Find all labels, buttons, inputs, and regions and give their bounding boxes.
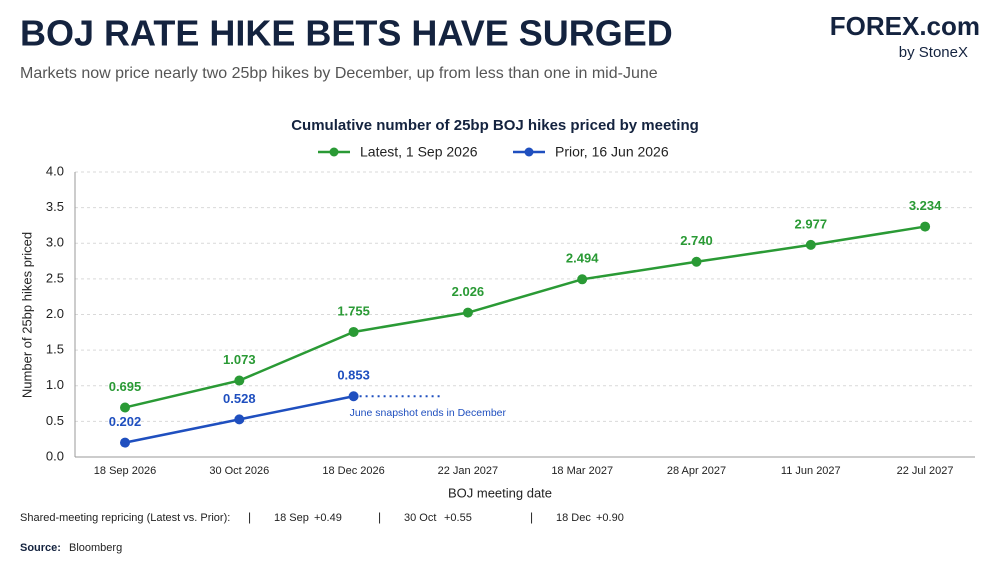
legend-label: Latest, 1 Sep 2026	[360, 144, 478, 160]
repricing-change: +0.49	[314, 512, 342, 524]
y-tick-label: 1.0	[46, 377, 64, 392]
y-axis-label: Number of 25bp hikes priced	[19, 232, 34, 398]
value-label: 2.977	[795, 216, 828, 231]
chart-title: BOJ RATE HIKE BETS HAVE SURGED	[20, 13, 673, 54]
source-label: Source:	[20, 542, 61, 554]
y-tick-label: 3.0	[46, 235, 64, 250]
brand-by: by StoneX	[899, 44, 968, 61]
value-label: 3.234	[909, 198, 942, 213]
plot-title: Cumulative number of 25bp BOJ hikes pric…	[291, 117, 699, 134]
value-label: 0.528	[223, 391, 256, 406]
repricing-meeting: 30 Oct	[404, 512, 436, 524]
separator: |	[530, 510, 533, 524]
point	[920, 221, 931, 232]
x-tick-label: 18 Dec 2026	[322, 465, 384, 477]
point	[234, 375, 245, 386]
y-tick-label: 2.0	[46, 306, 64, 321]
legend-marker	[524, 147, 534, 157]
value-label: 2.494	[566, 251, 599, 266]
y-tick-label: 4.0	[46, 163, 64, 178]
value-label: 0.695	[109, 379, 142, 394]
point	[805, 239, 816, 250]
point	[120, 437, 130, 448]
x-axis-label: BOJ meeting date	[448, 485, 552, 500]
repricing-meeting: 18 Sep	[274, 512, 309, 524]
value-label: 0.853	[337, 368, 370, 383]
repricing-change: +0.55	[444, 512, 472, 524]
value-label: 2.740	[680, 233, 713, 248]
repricing-meeting: 18 Dec	[556, 512, 591, 524]
point	[120, 402, 130, 413]
value-label: 1.755	[337, 303, 370, 318]
y-tick-label: 3.5	[46, 199, 64, 214]
legend-label: Prior, 16 Jun 2026	[555, 144, 669, 160]
y-tick-label: 1.5	[46, 342, 64, 357]
x-tick-label: 22 Jul 2027	[897, 465, 954, 477]
point	[462, 307, 473, 318]
y-tick-label: 0.0	[46, 448, 64, 463]
x-tick-label: 18 Mar 2027	[551, 465, 613, 477]
x-tick-label: 30 Oct 2026	[209, 465, 269, 477]
point	[348, 326, 359, 337]
point	[348, 391, 359, 402]
repricing-label: Shared-meeting repricing (Latest vs. Pri…	[20, 512, 230, 524]
value-label: 0.202	[109, 414, 142, 429]
separator: |	[248, 510, 251, 524]
x-tick-label: 28 Apr 2027	[667, 465, 726, 477]
point	[577, 274, 588, 285]
brand-name: FOREX.com	[830, 11, 980, 41]
x-tick-label: 11 Jun 2027	[781, 465, 841, 477]
source: Bloomberg	[69, 542, 122, 554]
value-label: 2.026	[452, 284, 485, 299]
subtitle: Markets now price nearly two 25bp hikes …	[20, 65, 658, 82]
y-tick-label: 2.5	[46, 270, 64, 285]
point	[234, 414, 245, 425]
x-tick-label: 18 Sep 2026	[94, 465, 156, 477]
separator: |	[378, 510, 381, 524]
x-tick-label: 22 Jan 2027	[438, 465, 499, 477]
series-line	[124, 225, 926, 409]
y-tick-label: 0.5	[46, 413, 64, 428]
value-label: 1.073	[223, 352, 256, 367]
legend-marker	[329, 147, 339, 157]
point	[691, 256, 702, 267]
annotation: June snapshot ends in December	[350, 407, 507, 419]
repricing-change: +0.90	[596, 512, 624, 524]
